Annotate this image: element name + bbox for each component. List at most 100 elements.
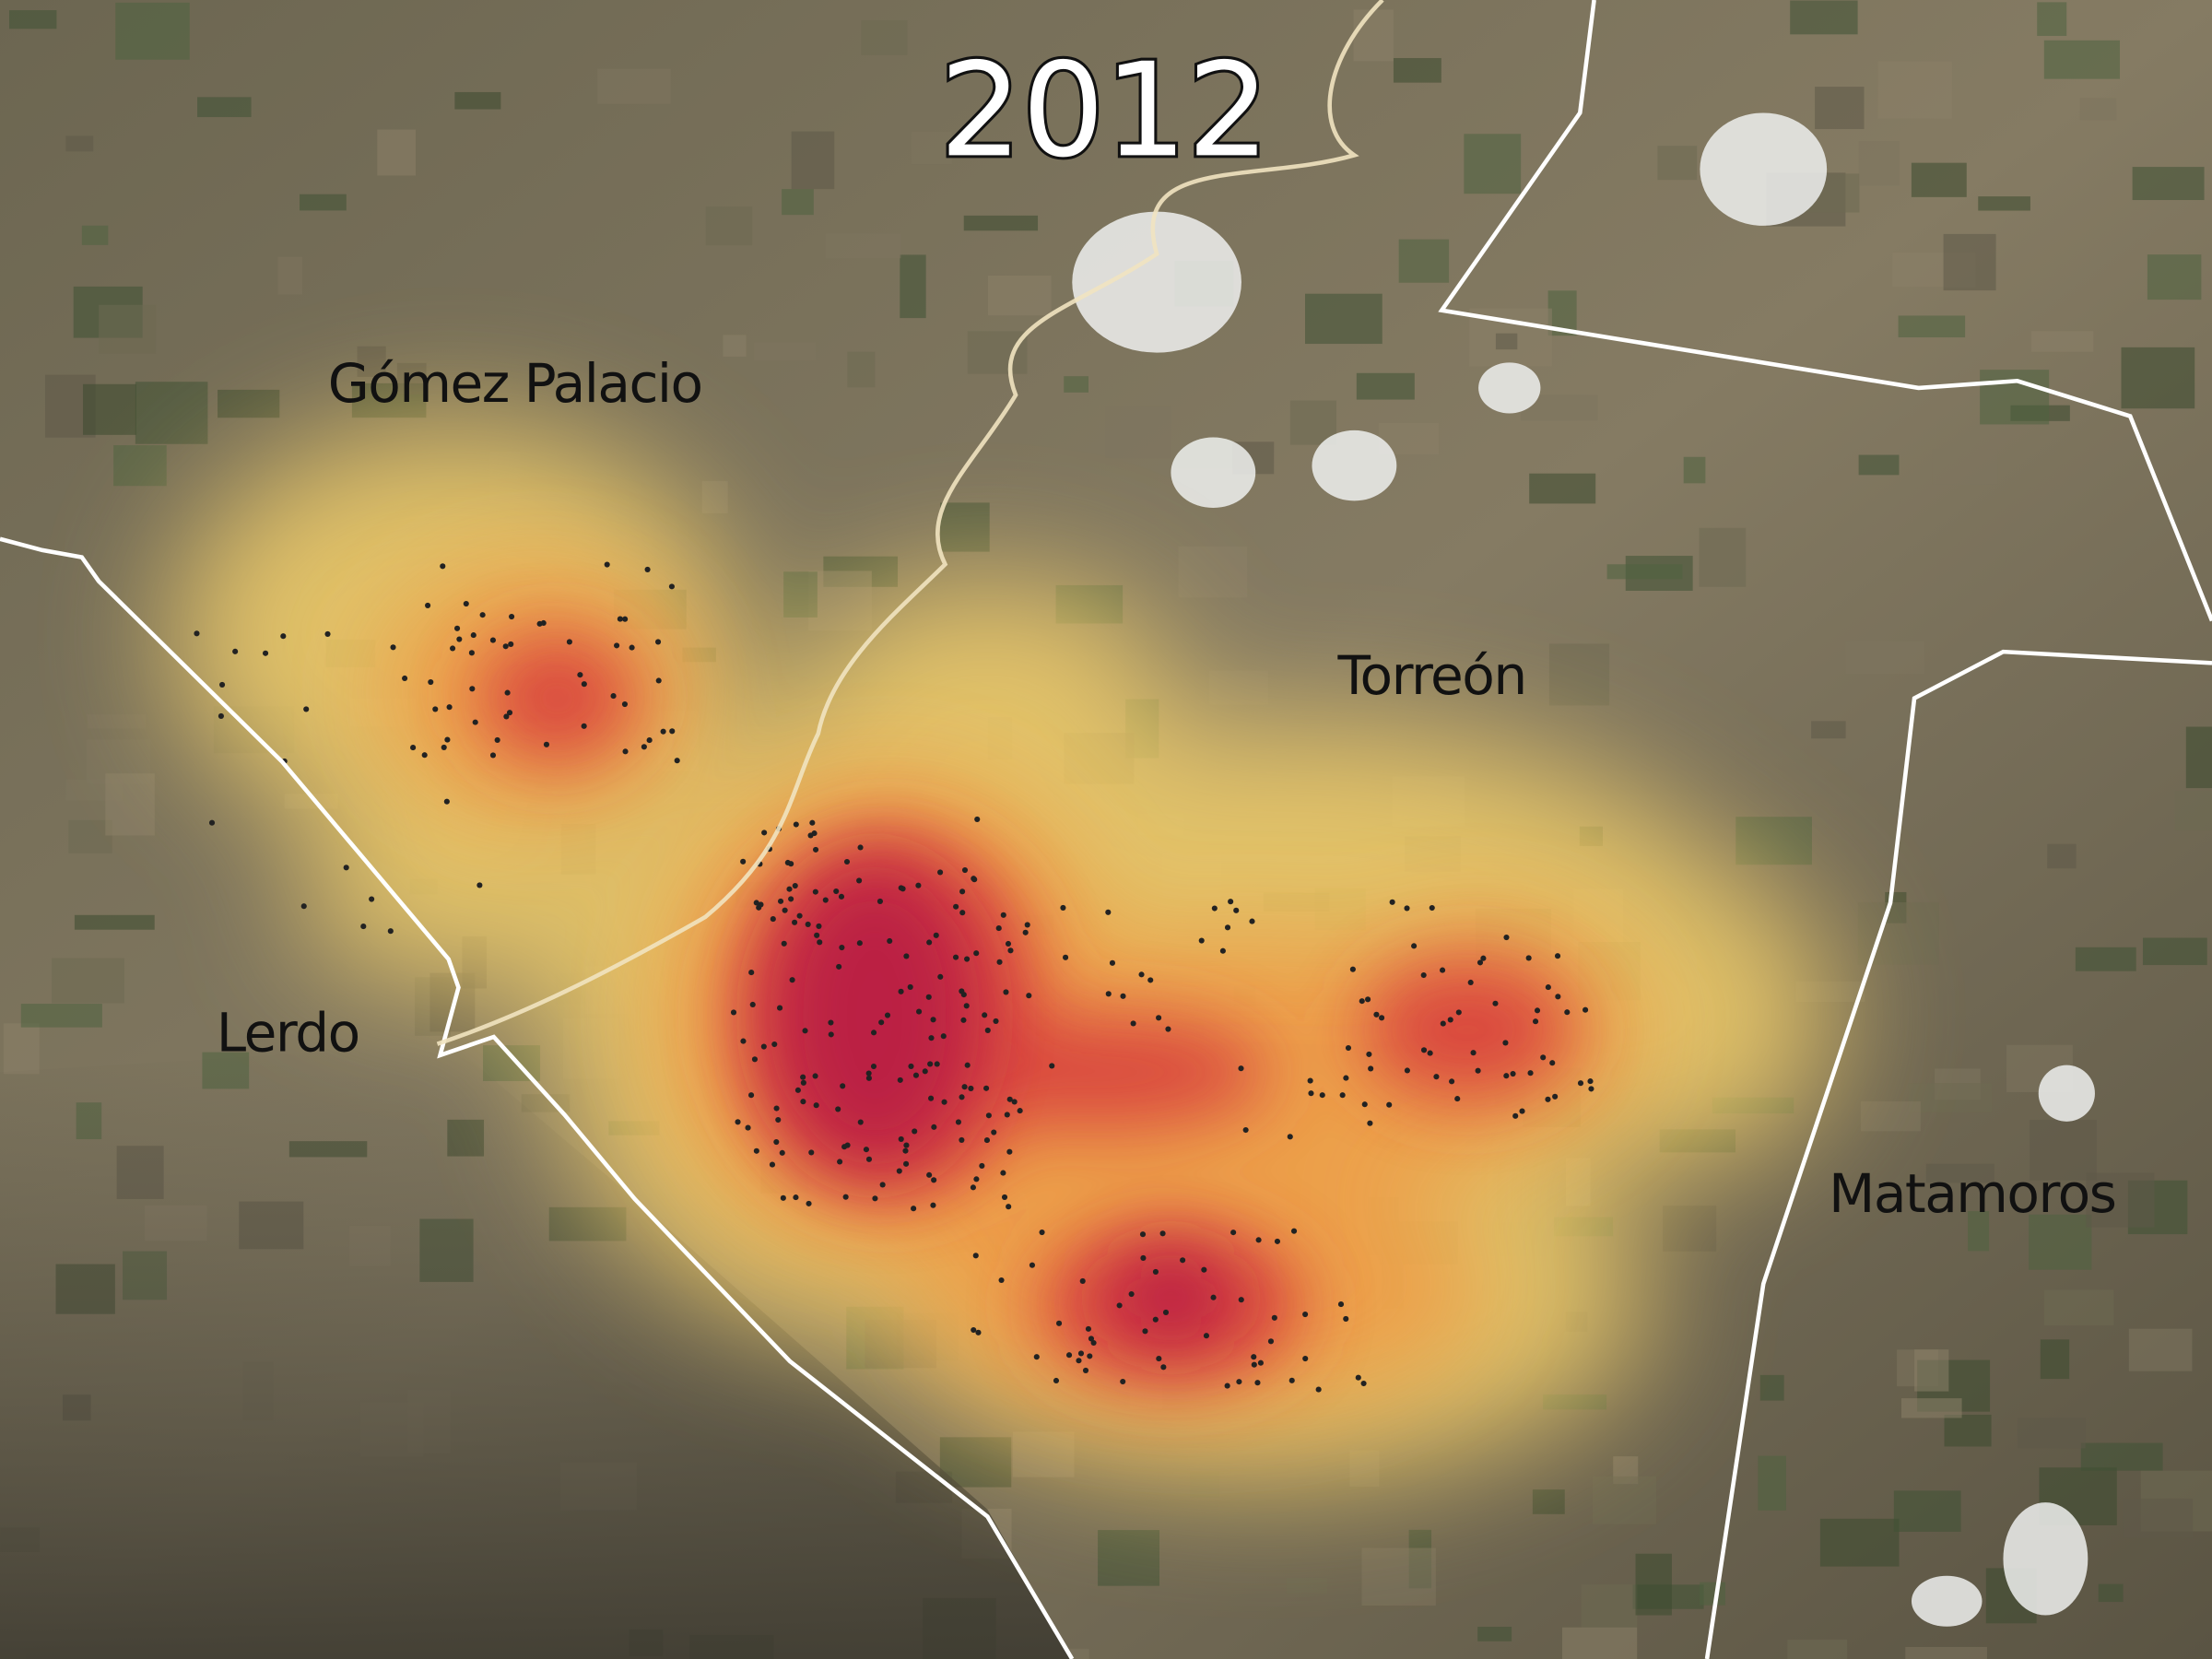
field — [900, 254, 926, 319]
dot — [985, 1112, 992, 1119]
field — [2030, 331, 2094, 352]
dot — [896, 1168, 902, 1174]
dot — [440, 563, 446, 570]
dot — [748, 970, 755, 976]
dot — [504, 689, 511, 696]
dot — [654, 639, 662, 645]
dot — [1065, 1352, 1073, 1359]
dot — [1359, 998, 1365, 1005]
dot — [508, 641, 514, 647]
field — [2128, 1328, 2193, 1371]
dot — [822, 897, 829, 903]
dot — [1152, 1316, 1159, 1323]
dot — [833, 888, 840, 895]
field — [105, 773, 155, 836]
field — [2080, 1442, 2163, 1471]
field — [1657, 146, 1698, 181]
dot — [865, 1075, 872, 1081]
field — [1495, 333, 1518, 350]
dot — [814, 932, 820, 938]
field — [1581, 1584, 1638, 1628]
dot — [805, 921, 811, 928]
dot — [1587, 1078, 1594, 1085]
dot — [1379, 1015, 1385, 1021]
dot — [1540, 1054, 1547, 1061]
dot — [1440, 1020, 1446, 1027]
dot — [903, 1142, 910, 1148]
dot — [1367, 1120, 1373, 1126]
field — [2174, 790, 2212, 831]
field — [783, 571, 818, 618]
dot — [1109, 959, 1116, 966]
field — [791, 131, 835, 190]
dot — [1219, 947, 1226, 954]
dot — [756, 904, 762, 911]
dot — [1480, 955, 1487, 961]
dot — [812, 888, 818, 895]
dot — [669, 728, 676, 735]
dot — [903, 953, 910, 959]
dot — [786, 886, 793, 892]
dot — [1049, 1063, 1055, 1069]
dot — [1224, 924, 1231, 931]
dot — [865, 1156, 873, 1162]
field — [2043, 1289, 2114, 1326]
dot — [1006, 1096, 1013, 1102]
dot — [782, 907, 788, 913]
field — [1464, 134, 1522, 194]
dot — [232, 648, 239, 654]
dot — [1090, 1339, 1097, 1347]
dot — [975, 1329, 982, 1335]
dot — [928, 1035, 935, 1041]
dot — [745, 1124, 751, 1131]
dot — [1564, 1009, 1571, 1016]
dot — [837, 1159, 843, 1165]
dot — [450, 645, 456, 652]
dot — [1230, 1230, 1237, 1236]
field — [115, 2, 190, 60]
dot — [1274, 1238, 1281, 1244]
field — [1434, 671, 1496, 688]
field — [2037, 2, 2067, 36]
dot — [1228, 899, 1234, 905]
dot — [1079, 1277, 1086, 1285]
dot — [1011, 1099, 1018, 1105]
dot — [972, 1253, 979, 1259]
dot — [1120, 1378, 1126, 1385]
dot — [857, 844, 864, 851]
dot — [971, 1326, 977, 1334]
dot — [773, 1138, 780, 1146]
field — [1968, 1211, 1990, 1252]
dot — [1004, 1112, 1010, 1118]
dot — [1503, 934, 1510, 941]
dot — [817, 939, 823, 946]
dot — [581, 681, 587, 688]
dot — [1512, 1112, 1519, 1119]
dot — [749, 1001, 756, 1008]
dot — [800, 1079, 806, 1086]
dot — [1288, 1377, 1295, 1383]
field — [87, 714, 147, 729]
field — [1178, 546, 1248, 598]
field — [1393, 58, 1441, 83]
dot — [996, 959, 1003, 965]
dot — [566, 639, 572, 645]
dot — [927, 1061, 934, 1067]
dot — [410, 745, 417, 751]
dot — [740, 1038, 747, 1044]
dot — [1116, 1302, 1123, 1309]
dot — [1003, 989, 1009, 995]
dot — [1470, 1050, 1477, 1056]
dot — [979, 1162, 985, 1170]
field — [967, 331, 1028, 374]
dot — [1549, 1060, 1556, 1066]
dot — [1343, 1315, 1349, 1323]
dot — [839, 944, 845, 951]
field — [2047, 843, 2077, 869]
field — [1759, 1374, 1784, 1401]
dot — [1302, 1311, 1309, 1318]
dot — [1477, 959, 1484, 966]
dot — [1447, 1017, 1453, 1023]
dot — [959, 1136, 965, 1143]
